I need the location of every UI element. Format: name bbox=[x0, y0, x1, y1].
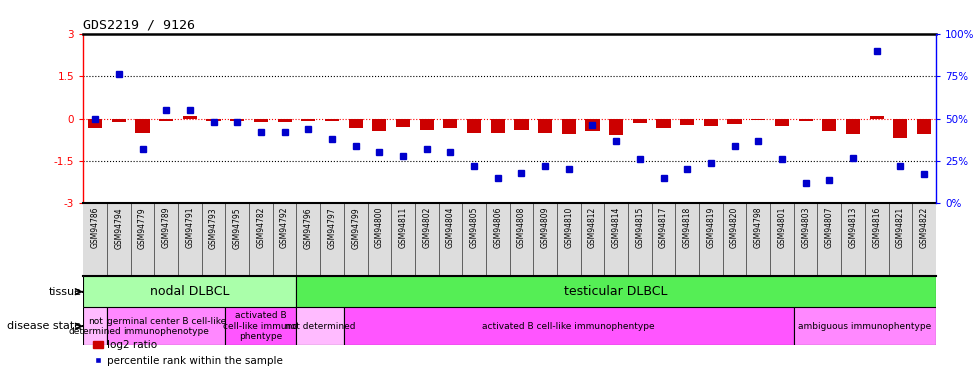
Text: GSM94818: GSM94818 bbox=[683, 207, 692, 248]
Text: GSM94811: GSM94811 bbox=[399, 207, 408, 248]
Bar bbox=[869, 116, 884, 118]
Text: GSM94786: GSM94786 bbox=[90, 207, 100, 248]
Text: GSM94800: GSM94800 bbox=[374, 207, 384, 248]
Text: GSM94813: GSM94813 bbox=[849, 207, 858, 248]
Bar bbox=[538, 118, 553, 133]
Bar bbox=[751, 118, 765, 120]
Bar bbox=[159, 118, 173, 121]
Bar bbox=[657, 118, 670, 128]
Text: GSM94807: GSM94807 bbox=[825, 207, 834, 248]
Text: GDS2219 / 9126: GDS2219 / 9126 bbox=[83, 18, 195, 31]
Bar bbox=[83, 276, 296, 308]
Text: GSM94789: GSM94789 bbox=[162, 207, 171, 248]
Bar bbox=[344, 308, 794, 345]
Text: GSM94798: GSM94798 bbox=[754, 207, 762, 248]
Legend: log2 ratio, percentile rank within the sample: log2 ratio, percentile rank within the s… bbox=[88, 336, 287, 370]
Text: GSM94817: GSM94817 bbox=[659, 207, 668, 248]
Text: GSM94810: GSM94810 bbox=[564, 207, 573, 248]
Text: GSM94814: GSM94814 bbox=[612, 207, 620, 248]
Bar bbox=[775, 118, 789, 126]
Bar bbox=[301, 118, 316, 122]
Text: GSM94801: GSM94801 bbox=[777, 207, 787, 248]
Bar bbox=[514, 118, 528, 130]
Bar bbox=[633, 118, 647, 123]
Bar bbox=[296, 276, 936, 308]
Bar bbox=[443, 118, 458, 128]
Text: GSM94779: GSM94779 bbox=[138, 207, 147, 249]
Bar bbox=[562, 118, 576, 134]
Text: GSM94812: GSM94812 bbox=[588, 207, 597, 248]
Bar bbox=[585, 118, 600, 131]
Text: ambiguous immunophentype: ambiguous immunophentype bbox=[799, 322, 931, 331]
Bar bbox=[207, 118, 220, 121]
Text: GSM94821: GSM94821 bbox=[896, 207, 905, 248]
Text: activated B
cell-like immuno
phentype: activated B cell-like immuno phentype bbox=[223, 311, 298, 341]
Text: GSM94803: GSM94803 bbox=[801, 207, 810, 248]
Text: GSM94802: GSM94802 bbox=[422, 207, 431, 248]
Text: nodal DLBCL: nodal DLBCL bbox=[150, 285, 229, 298]
Text: GSM94806: GSM94806 bbox=[493, 207, 503, 248]
Bar bbox=[466, 118, 481, 133]
Bar bbox=[225, 308, 296, 345]
Bar bbox=[396, 118, 410, 127]
Text: GSM94822: GSM94822 bbox=[919, 207, 929, 248]
Text: GSM94791: GSM94791 bbox=[185, 207, 194, 248]
Text: testicular DLBCL: testicular DLBCL bbox=[564, 285, 668, 298]
Bar bbox=[372, 118, 386, 131]
Bar bbox=[609, 118, 623, 135]
Bar bbox=[894, 118, 907, 138]
Text: GSM94815: GSM94815 bbox=[635, 207, 645, 248]
Bar bbox=[419, 118, 434, 130]
Text: GSM94808: GSM94808 bbox=[516, 207, 526, 248]
Bar bbox=[794, 308, 936, 345]
Text: GSM94819: GSM94819 bbox=[707, 207, 715, 248]
Bar bbox=[799, 118, 812, 121]
Text: GSM94820: GSM94820 bbox=[730, 207, 739, 248]
Bar bbox=[822, 118, 837, 131]
Bar bbox=[277, 118, 292, 122]
Text: GSM94796: GSM94796 bbox=[304, 207, 313, 249]
Text: GSM94795: GSM94795 bbox=[232, 207, 242, 249]
Text: GSM94793: GSM94793 bbox=[209, 207, 219, 249]
Bar bbox=[349, 118, 363, 128]
Bar bbox=[324, 118, 339, 122]
Bar bbox=[680, 118, 694, 125]
Text: GSM94809: GSM94809 bbox=[541, 207, 550, 248]
Bar bbox=[230, 118, 244, 121]
Bar bbox=[135, 118, 150, 133]
Text: not
determined: not determined bbox=[69, 316, 122, 336]
Bar bbox=[254, 118, 269, 122]
Text: disease state: disease state bbox=[7, 321, 81, 331]
Bar bbox=[704, 118, 718, 126]
Text: GSM94804: GSM94804 bbox=[446, 207, 455, 248]
Text: GSM94794: GSM94794 bbox=[115, 207, 123, 249]
Bar bbox=[491, 118, 505, 133]
Text: GSM94782: GSM94782 bbox=[257, 207, 266, 248]
Bar bbox=[917, 118, 931, 134]
Text: GSM94797: GSM94797 bbox=[327, 207, 336, 249]
Text: GSM94792: GSM94792 bbox=[280, 207, 289, 248]
Text: germinal center B cell-like
immunophenotype: germinal center B cell-like immunophenot… bbox=[107, 316, 225, 336]
Bar bbox=[296, 308, 344, 345]
Bar bbox=[107, 308, 225, 345]
Text: GSM94816: GSM94816 bbox=[872, 207, 881, 248]
Text: activated B cell-like immunophentype: activated B cell-like immunophentype bbox=[482, 322, 655, 331]
Text: not determined: not determined bbox=[285, 322, 356, 331]
Text: GSM94799: GSM94799 bbox=[351, 207, 361, 249]
Bar bbox=[83, 308, 107, 345]
Bar bbox=[88, 118, 102, 128]
Bar bbox=[846, 118, 860, 134]
Bar bbox=[112, 118, 125, 122]
Text: GSM94805: GSM94805 bbox=[469, 207, 478, 248]
Bar bbox=[183, 116, 197, 118]
Bar bbox=[727, 118, 742, 124]
Text: tissue: tissue bbox=[48, 287, 81, 297]
